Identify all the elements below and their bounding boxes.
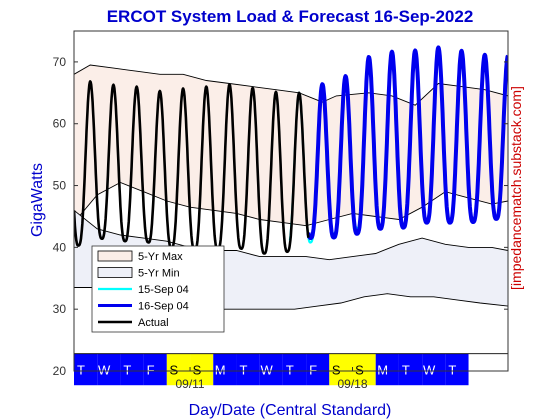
day-label-13: M — [377, 362, 388, 377]
day-label-0: T — [77, 362, 85, 377]
day-cell-11 — [329, 353, 353, 386]
legend-label-5-yr-min: 5-Yr Min — [138, 268, 180, 280]
legend-swatch-5-yr-max — [97, 250, 133, 262]
day-cell-5 — [190, 353, 214, 386]
day-label-4: S — [169, 362, 178, 377]
day-cell-16 — [445, 353, 469, 386]
y-tick-label-60: 60 — [53, 117, 67, 131]
day-label-8: W — [260, 362, 273, 377]
day-cell-10 — [306, 353, 330, 386]
y-tick-label-70: 70 — [53, 55, 67, 69]
day-cell-6 — [213, 353, 237, 386]
plot-layer — [74, 45, 508, 313]
legend-swatch-5-yr-min — [97, 267, 133, 278]
day-label-11: S — [332, 362, 341, 377]
legend-label-16-sep-04: 16-Sep 04 — [138, 301, 189, 313]
day-cell-8 — [259, 353, 283, 386]
day-cell-0 — [74, 353, 98, 386]
day-cell-9 — [282, 353, 307, 386]
day-label-10: F — [309, 362, 317, 377]
day-label-3: F — [147, 362, 155, 377]
day-cell-3 — [143, 353, 167, 386]
x-tick-label-09-11: 09/11 — [175, 377, 204, 391]
credit-label: [impedancematch.substack.com] — [508, 86, 524, 290]
day-label-15: W — [423, 362, 436, 377]
day-label-16: T — [448, 362, 456, 377]
day-label-5: S — [193, 362, 202, 377]
band-5-yr-max-lower — [74, 182, 508, 227]
day-label-12: S — [355, 362, 364, 377]
day-label-6: M — [215, 362, 226, 377]
day-label-2: T — [123, 362, 131, 377]
chart-title: ERCOT System Load & Forecast 16-Sep-2022 — [107, 7, 474, 26]
legend: 5-Yr Max 5-Yr Min 15-Sep 04 16-Sep 04 Actual — [91, 245, 225, 333]
legend-label-15-sep-04: 15-Sep 04 — [138, 284, 189, 296]
y-tick-label-50: 50 — [53, 179, 67, 193]
y-axis-label: GigaWatts — [29, 163, 46, 237]
day-cell-2 — [120, 353, 144, 386]
day-cell-15 — [422, 353, 446, 386]
day-cell-12 — [352, 353, 376, 386]
legend-label-actual: Actual — [138, 317, 169, 329]
plot-frame — [73, 30, 509, 372]
legend-label-5-yr-max: 5-Yr Max — [138, 251, 183, 263]
day-label-14: T — [402, 362, 410, 377]
day-cell-4 — [166, 353, 191, 386]
day-cell-7 — [236, 353, 260, 386]
y-tick-label-20: 20 — [53, 364, 67, 378]
series-16-sep-04-line — [306, 45, 508, 241]
day-label-9: T — [286, 362, 294, 377]
y-tick-label-30: 30 — [53, 302, 67, 316]
y-tick-label-40: 40 — [53, 240, 67, 254]
day-cell-14 — [398, 353, 423, 386]
series-actual-line — [74, 80, 310, 255]
day-label-1: W — [98, 362, 111, 377]
day-label-7: T — [239, 362, 247, 377]
x-axis-label: Day/Date (Central Standard) — [189, 402, 392, 419]
day-cell-13 — [375, 353, 399, 386]
day-cell-1 — [97, 353, 121, 386]
x-tick-label-09-18: 09/18 — [337, 377, 367, 391]
